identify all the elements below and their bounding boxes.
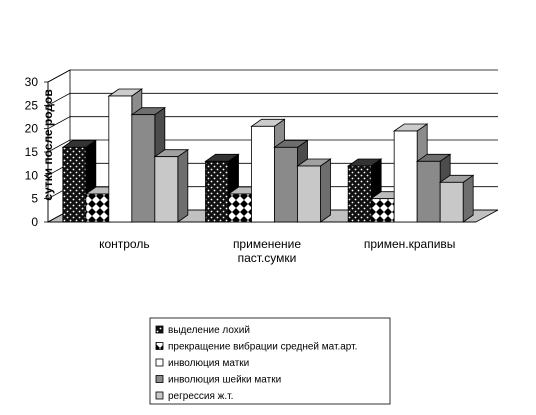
bar-front <box>416 160 441 223</box>
bar-side <box>462 174 474 223</box>
bar-front <box>393 130 418 223</box>
bar-front <box>228 193 252 223</box>
bar-front <box>274 146 298 223</box>
legend-item: инволюция матки <box>155 358 249 369</box>
y-tick-label: 0 <box>31 215 38 229</box>
gridline <box>47 69 498 83</box>
bar-side <box>320 158 331 223</box>
bar <box>296 158 332 223</box>
legend-swatch <box>155 325 164 334</box>
bar-front <box>251 125 275 223</box>
category-label: контроль <box>99 237 150 251</box>
bar-front <box>370 198 395 223</box>
gridline <box>47 116 498 130</box>
y-tick-label: 10 <box>25 168 39 182</box>
legend-item: прекращение вибрации средней мат.арт. <box>155 341 357 353</box>
category-label: применение <box>233 237 301 251</box>
y-tick-labels: 0 5 10 15 20 25 30 <box>25 75 39 229</box>
gridline <box>47 92 498 106</box>
bar-front <box>131 114 156 223</box>
bars <box>61 88 475 223</box>
legend-item: инволюция шейки матки <box>155 375 281 386</box>
gridline <box>47 139 498 153</box>
legend-swatch <box>155 375 164 383</box>
bar-side <box>177 148 189 223</box>
legend-swatch <box>155 342 164 350</box>
y-tick-label: 15 <box>25 145 39 159</box>
legend-swatch <box>155 358 164 367</box>
y-tick-label: 30 <box>25 75 39 89</box>
bar-front <box>297 165 321 223</box>
legend-label: выделение лохий <box>168 325 250 336</box>
legend-label: регрессия ж.т. <box>168 391 233 402</box>
category-label: паст.сумки <box>238 251 297 265</box>
bar-front <box>347 165 372 223</box>
bar <box>204 153 240 223</box>
category-label: примен.крапивы <box>364 237 456 251</box>
bar-front <box>439 181 464 223</box>
bar-front <box>205 160 229 223</box>
legend-label: прекращение вибрации средней мат.арт. <box>168 341 357 353</box>
bar <box>438 174 475 223</box>
y-axis-label: сутки после родов <box>41 89 55 200</box>
y-tick-label: 5 <box>31 192 38 206</box>
legend-swatch <box>155 391 164 400</box>
bar-front <box>108 95 133 223</box>
legend: выделение лохий прекращение вибрации сред… <box>149 317 391 405</box>
legend-item: регрессия ж.т. <box>155 391 233 402</box>
y-tick-label: 20 <box>25 122 39 136</box>
legend-item: выделение лохий <box>155 325 250 336</box>
legend-label: инволюция шейки матки <box>168 375 281 386</box>
bar <box>153 148 190 223</box>
y-tick-label: 25 <box>25 98 39 112</box>
bar-front <box>85 193 110 223</box>
legend-box <box>149 317 391 405</box>
bar-front <box>154 156 179 223</box>
legend-label: инволюция матки <box>168 358 249 369</box>
bar-front <box>62 146 87 223</box>
